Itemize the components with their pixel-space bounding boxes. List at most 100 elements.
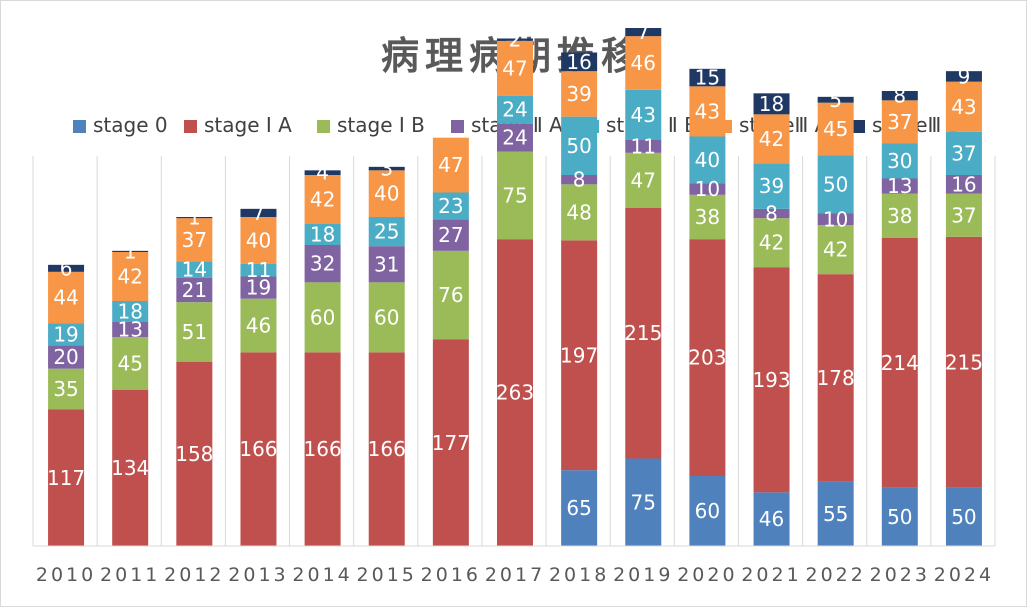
bar-segment [689,86,726,137]
data-label: 19 [246,276,271,300]
data-label: 46 [631,51,656,75]
bar-segment [240,217,277,264]
x-tick-label: 2012 [164,564,224,586]
data-label: 9 [958,64,971,88]
bar-segment [304,224,341,245]
data-label: 166 [304,437,342,461]
data-label: 18 [310,223,335,247]
data-label: 47 [438,153,463,177]
bar-segment [817,274,854,482]
bar-segment [881,487,918,546]
data-label: 42 [310,188,335,212]
bar-segment [561,240,598,471]
data-label: 263 [496,381,534,405]
data-label: 177 [432,431,470,455]
bar-segment [368,166,405,171]
x-tick-label: 2017 [485,564,545,586]
data-label: 166 [239,437,277,461]
data-label: 20 [53,345,78,369]
x-tick-label: 2013 [228,564,288,586]
data-label: 134 [111,456,149,480]
bar-segment [176,217,213,219]
bar-segment [817,155,854,214]
bar-segment [304,175,341,224]
bar-segment [432,339,469,546]
data-label: 2 [509,28,522,52]
legend-label: stage 0 [93,113,168,137]
bar-segment [625,458,662,546]
bar-segment [304,352,341,546]
data-label: 51 [182,320,207,344]
bar-segment [240,208,277,217]
bar-segment [176,277,213,303]
data-label: 76 [438,283,463,307]
data-label: 40 [374,182,399,206]
data-label: 6 [60,256,73,280]
bar-segment [817,225,854,275]
data-label: 203 [688,346,726,370]
bar-segment [112,250,149,252]
data-label: 39 [566,82,591,106]
data-label: 42 [117,265,142,289]
x-tick-label: 2010 [36,564,96,586]
data-label: 215 [624,321,662,345]
bar-segment [368,217,405,247]
data-label: 39 [759,174,784,198]
data-label: 23 [438,194,463,218]
x-tick-label: 2023 [870,564,930,586]
data-label: 215 [945,350,983,374]
bar-segment [48,271,85,324]
data-label: 42 [759,127,784,151]
data-label: 44 [53,286,78,310]
bar-segment [945,81,982,132]
data-label: 60 [310,305,335,329]
data-label: 43 [631,103,656,127]
bar-segment [945,175,982,194]
data-label: 30 [887,149,912,173]
bar-segment [753,208,790,219]
bar-segment [432,137,469,193]
x-axis-ticks: 2010 2011 2012 2013 2014 2015 2016 2017 2018 2019… [36,564,994,586]
bar-segment [881,91,918,101]
bar-segment [753,114,790,164]
bar-segment [625,140,662,153]
x-tick-label: 2024 [934,564,994,586]
bar-segment [432,250,469,340]
data-label: 8 [893,84,906,108]
bar-segment [625,36,662,90]
data-label: 35 [53,377,78,401]
bar-segment [753,218,790,268]
bar-segment [625,152,662,208]
bar-segment [497,239,533,546]
bar-segment [945,193,982,237]
x-tick-label: 2018 [549,564,609,586]
gridlines [32,156,996,546]
data-label: 60 [374,305,399,329]
bar-segment [497,123,533,152]
bar-segment [112,322,149,338]
bar-segment [689,476,726,546]
data-label: 27 [438,223,463,247]
bars [48,28,982,546]
bar-segment [753,267,790,493]
bar-segment [176,261,213,278]
bar-segment [112,301,149,322]
data-label: 75 [631,490,656,514]
bar-segment [176,361,213,546]
bar-segment [497,151,533,240]
data-label: 8 [765,202,778,226]
bar-segment [561,71,598,117]
bar-segment [304,282,341,353]
data-label: 48 [566,200,591,224]
data-label: 1 [188,206,201,230]
data-label: 19 [53,322,78,346]
data-label: 1 [124,239,137,263]
bar-segment [368,246,405,283]
data-label: 15 [695,66,720,90]
bar-segment [817,481,854,546]
data-label: 4 [316,161,329,185]
bar-segment [240,352,277,546]
data-label: 21 [182,278,207,302]
data-labels: 1173520194461344513184211585121143711664… [47,20,983,531]
data-label: 18 [759,92,784,116]
